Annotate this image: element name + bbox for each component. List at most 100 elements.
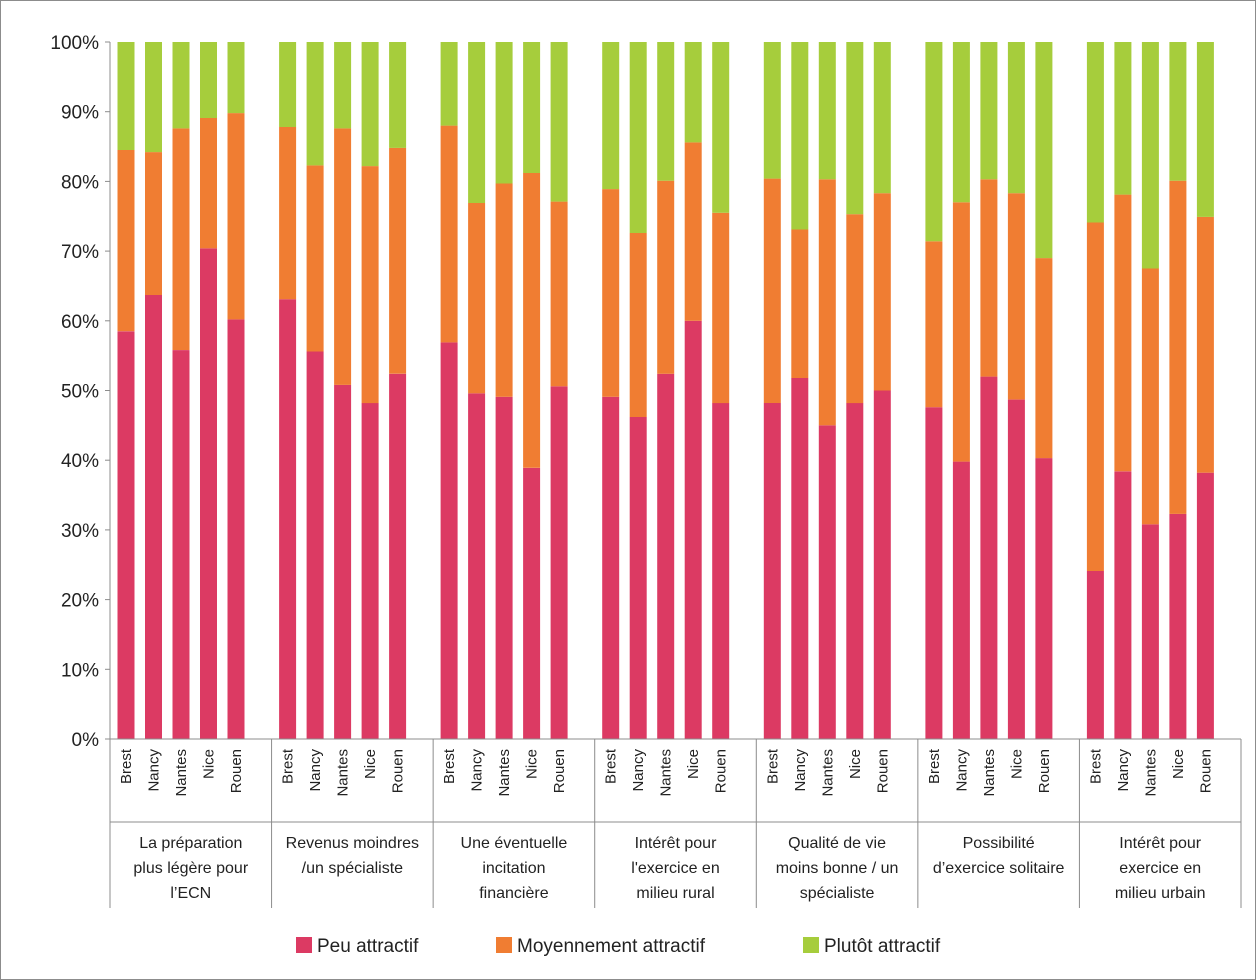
group-label-line: plus légère pour — [133, 860, 248, 877]
bar-segment-2-group-2-nancy — [306, 165, 324, 352]
bar-segment-1-group-6-rouen — [1035, 458, 1053, 739]
bar-segment-3-group-7-brest — [1086, 42, 1104, 223]
group-label-line: d’exercice solitaire — [933, 860, 1065, 877]
bar-segment-3-group-5-nantes — [818, 42, 836, 180]
x-tick-label-nancy: Nancy — [307, 749, 324, 792]
bar-segment-1-group-2-nancy — [306, 351, 324, 739]
bar-segment-1-group-3-brest — [440, 342, 458, 739]
bar-segment-2-group-7-nantes — [1141, 268, 1159, 525]
bar-segment-3-group-4-brest — [602, 42, 620, 190]
x-tick-label-rouen: Rouen — [228, 749, 245, 793]
bar-segment-2-group-6-brest — [925, 241, 943, 408]
bar-segment-2-group-5-brest — [763, 178, 781, 403]
bars-layer — [117, 42, 1214, 740]
bar-segment-2-group-2-rouen — [389, 147, 407, 374]
x-tick-label-nantes: Nantes — [981, 749, 998, 797]
bar-segment-3-group-3-nantes — [495, 42, 513, 184]
bar-segment-3-group-7-rouen — [1196, 42, 1214, 217]
bar-segment-1-group-6-brest — [925, 407, 943, 739]
bar-segment-1-group-2-nice — [361, 403, 379, 739]
bar-segment-2-group-4-brest — [602, 189, 620, 397]
x-tick-label-nice: Nice — [201, 749, 218, 779]
bar-segment-2-group-3-rouen — [550, 201, 568, 387]
bar-segment-1-group-2-nantes — [334, 384, 352, 739]
bar-segment-1-group-5-nancy — [791, 378, 809, 739]
bar-segment-1-group-1-brest — [117, 331, 135, 739]
legend-swatch-2 — [496, 937, 512, 953]
group-label-line: spécialiste — [800, 885, 875, 902]
y-tick-label: 70% — [61, 242, 99, 263]
y-tick-label: 20% — [61, 591, 99, 612]
bar-segment-3-group-6-nice — [1007, 42, 1025, 194]
bar-segment-1-group-7-nantes — [1141, 524, 1159, 739]
bar-segment-1-group-2-brest — [279, 299, 297, 739]
bar-segment-1-group-1-nancy — [145, 295, 162, 739]
bar-segment-2-group-2-nice — [361, 166, 379, 404]
legend-label-2: Moyennement attractif — [517, 936, 706, 957]
bar-segment-2-group-5-nantes — [818, 179, 836, 426]
bar-segment-3-group-2-brest — [279, 42, 297, 127]
bar-segment-2-group-3-brest — [440, 125, 458, 343]
bar-segment-3-group-6-rouen — [1035, 42, 1053, 259]
x-tick-label-nice: Nice — [362, 749, 379, 779]
bar-segment-2-group-6-nancy — [952, 202, 970, 462]
bar-segment-3-group-5-brest — [763, 42, 781, 179]
bar-segment-1-group-6-nancy — [952, 461, 970, 739]
x-tick-label-nice: Nice — [1008, 749, 1025, 779]
x-tick-label-nancy: Nancy — [792, 749, 809, 792]
group-label-line: financière — [479, 885, 548, 902]
x-tick-label-nice: Nice — [847, 749, 864, 779]
x-tick-label-rouen: Rouen — [874, 749, 891, 793]
bar-segment-2-group-4-nice — [684, 142, 702, 321]
bar-segment-3-group-4-rouen — [712, 42, 730, 213]
bar-segment-2-group-2-nantes — [334, 128, 352, 385]
bar-segment-2-group-2-brest — [279, 127, 297, 300]
bar-segment-2-group-3-nantes — [495, 183, 513, 397]
group-label-line: Qualité de vie — [788, 835, 886, 852]
y-tick-label: 50% — [61, 382, 99, 403]
x-tick-label-nantes: Nantes — [496, 749, 513, 797]
y-tick-label: 0% — [72, 730, 100, 751]
bar-segment-2-group-6-nice — [1007, 193, 1025, 400]
legend-swatch-3 — [803, 937, 819, 953]
bar-segment-1-group-4-nancy — [629, 417, 647, 739]
x-tick-label-nantes: Nantes — [173, 749, 190, 797]
bar-segment-2-group-1-brest — [117, 150, 135, 332]
y-tick-label: 40% — [61, 451, 99, 472]
bar-segment-3-group-4-nantes — [657, 42, 675, 181]
y-tick-label: 60% — [61, 312, 99, 333]
x-tick-label-brest: Brest — [926, 748, 943, 784]
bar-segment-1-group-5-rouen — [873, 390, 891, 739]
bar-segment-3-group-1-rouen — [227, 42, 245, 114]
group-label-line: moins bonne / un — [776, 860, 899, 877]
bar-segment-3-group-2-nice — [361, 42, 379, 167]
x-tick-label-brest: Brest — [118, 748, 135, 784]
bar-segment-1-group-4-nantes — [657, 373, 675, 739]
x-tick-label-nancy: Nancy — [630, 749, 647, 792]
bar-segment-2-group-4-rouen — [712, 212, 730, 404]
bar-segment-1-group-3-rouen — [550, 386, 568, 739]
legend: Peu attractif Moyennement attractif Plutôt… — [296, 936, 941, 957]
bar-segment-2-group-1-nancy — [145, 152, 162, 295]
x-tick-label-nice: Nice — [685, 749, 702, 779]
group-label-line: Intérêt pour — [1119, 835, 1202, 852]
x-tick-label-brest: Brest — [764, 748, 781, 784]
x-tick-label-brest: Brest — [1087, 748, 1104, 784]
bar-segment-3-group-1-nice — [200, 42, 217, 118]
bar-segment-3-group-7-nice — [1169, 42, 1187, 181]
bar-segment-1-group-7-nancy — [1114, 471, 1132, 739]
group-label-line: Possibilité — [963, 835, 1035, 852]
bar-segment-1-group-6-nice — [1007, 399, 1025, 739]
x-tick-label-rouen: Rouen — [1036, 749, 1053, 793]
bar-segment-3-group-7-nancy — [1114, 42, 1132, 195]
bar-segment-3-group-1-nantes — [172, 42, 190, 129]
legend-label-1: Peu attractif — [317, 936, 419, 957]
bar-segment-2-group-4-nantes — [657, 180, 675, 374]
bar-segment-2-group-5-rouen — [873, 193, 891, 391]
bar-segment-3-group-5-nancy — [791, 42, 809, 230]
x-tick-label-nantes: Nantes — [335, 749, 352, 797]
bar-segment-1-group-3-nantes — [495, 396, 513, 739]
group-label-line: milieu rural — [636, 885, 714, 902]
x-tick-label-nancy: Nancy — [953, 749, 970, 792]
bar-segment-1-group-1-rouen — [227, 319, 245, 739]
